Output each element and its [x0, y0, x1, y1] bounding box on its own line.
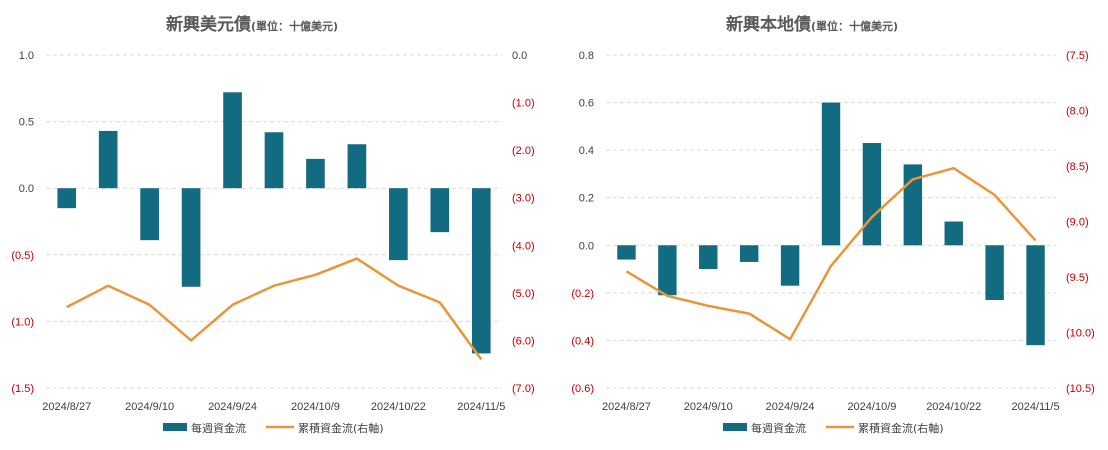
right-axis-tick-label: (7.0) [512, 383, 535, 395]
x-axis-tick-label: 2024/10/22 [371, 401, 426, 413]
left-axis-tick-label: (0.6) [571, 383, 594, 395]
chart-title-main: 新興美元債 [166, 14, 251, 35]
right-axis-tick-label: 0.0 [512, 50, 527, 62]
bar-weekly-flow [821, 102, 841, 246]
bar-weekly-flow [264, 132, 284, 189]
left-axis-tick-label: 0.8 [579, 50, 594, 62]
chart-title-unit: (單位：十億美元) [811, 19, 898, 33]
left-axis-tick-label: (0.5) [11, 250, 34, 262]
left-axis-tick-label: (0.4) [571, 335, 594, 347]
x-axis-tick-label: 2024/8/27 [602, 401, 651, 413]
x-axis-tick-label: 2024/9/24 [766, 401, 815, 413]
legend: 每週資金流 累積資金流(右軸) [723, 421, 944, 435]
right-axis-tick-label: (8.5) [1066, 161, 1089, 173]
bar-weekly-flow [780, 245, 800, 286]
right-axis-tick-label: (3.0) [512, 193, 535, 205]
bar-weekly-flow [57, 188, 77, 209]
legend: 每週資金流 累積資金流(右軸) [163, 421, 384, 435]
chart-title: 新興美元債(單位：十億美元) [166, 14, 338, 35]
bar-weekly-flow [306, 158, 325, 189]
right-axis-tick-label: (7.5) [1066, 50, 1089, 62]
x-axis-tick-label: 2024/9/10 [684, 401, 733, 413]
legend-bar-swatch [163, 423, 187, 431]
bar-weekly-flow [140, 188, 159, 241]
x-axis-tick-label: 2024/11/5 [1011, 401, 1059, 413]
left-axis-tick-label: 0.5 [19, 117, 34, 129]
bar-weekly-flow [617, 245, 636, 260]
x-axis-tick-label: 2024/10/9 [291, 401, 340, 413]
right-axis-tick-label: (10.0) [1066, 328, 1095, 340]
bar-weekly-flow [430, 188, 450, 233]
x-axis-tick-label: 2024/9/24 [208, 401, 257, 413]
x-axis-tick-label: 2024/10/9 [847, 401, 896, 413]
legend-line-label: 累積資金流(右軸) [298, 421, 384, 435]
left-axis-tick-label: 0.0 [579, 240, 594, 252]
bar-weekly-flow [862, 143, 882, 246]
left-axis-tick-label: (1.5) [11, 383, 34, 395]
bar-weekly-flow [389, 188, 408, 261]
right-axis-tick-label: (8.0) [1066, 106, 1089, 118]
x-axis-tick-label: 2024/9/10 [125, 401, 174, 413]
left-axis-tick-label: 0.0 [19, 183, 34, 195]
left-axis-tick-label: 1.0 [19, 50, 34, 62]
bar-weekly-flow [471, 188, 491, 354]
chart-1: 新興美元債(單位：十億美元) 1.0 0.5 0.0 (0.5) (1.0) (1.5) 0.… [11, 14, 534, 435]
bar-weekly-flow [658, 245, 677, 296]
right-axis-tick-label: (2.0) [512, 145, 535, 157]
x-axis-tick-label: 2024/11/5 [457, 401, 505, 413]
line-cumulative-flow [625, 166, 1037, 341]
bar-weekly-flow [223, 92, 242, 189]
left-axis-tick-label: (1.0) [11, 316, 34, 328]
left-axis-tick-label: 0.4 [579, 145, 594, 157]
bar-weekly-flow [98, 130, 118, 189]
bar-weekly-flow [347, 144, 367, 189]
x-axis-tick-label: 2024/10/22 [926, 401, 981, 413]
bar-weekly-flow [985, 245, 1004, 300]
right-axis-tick-label: (10.5) [1066, 383, 1095, 395]
right-axis-tick-label: (4.0) [512, 240, 535, 252]
right-axis-tick-label: (6.0) [512, 335, 535, 347]
bar-weekly-flow [181, 188, 201, 287]
line-cumulative-flow [66, 257, 483, 361]
left-axis-tick-label: 0.2 [579, 193, 594, 205]
legend-line-label: 累積資金流(右軸) [858, 421, 944, 435]
legend-bar-label: 每週資金流 [191, 421, 246, 435]
bar-weekly-flow [944, 221, 963, 246]
left-axis-tick-label: (0.2) [571, 288, 594, 300]
legend-bar-swatch [723, 423, 747, 431]
chart-2: 新興本地債(單位：十億美元) 0.8 0.6 0.4 0.2 0.0 (0.2) (0.4) (… [571, 14, 1094, 435]
right-axis-tick-label: (9.5) [1066, 272, 1089, 284]
bar-weekly-flow [1026, 245, 1045, 346]
bar-weekly-flow [739, 245, 759, 262]
left-axis-tick-label: 0.6 [579, 98, 594, 110]
right-axis-tick-label: (9.0) [1066, 217, 1089, 229]
right-axis-tick-label: (5.0) [512, 288, 535, 300]
bar-weekly-flow [699, 245, 718, 270]
chart-title-unit: (單位：十億美元) [251, 19, 338, 33]
right-axis-tick-label: (1.0) [512, 98, 535, 110]
chart-title: 新興本地債(單位：十億美元) [726, 14, 898, 35]
chart-title-main: 新興本地債 [726, 14, 811, 35]
legend-bar-label: 每週資金流 [751, 421, 806, 435]
x-axis-tick-label: 2024/8/27 [42, 401, 91, 413]
